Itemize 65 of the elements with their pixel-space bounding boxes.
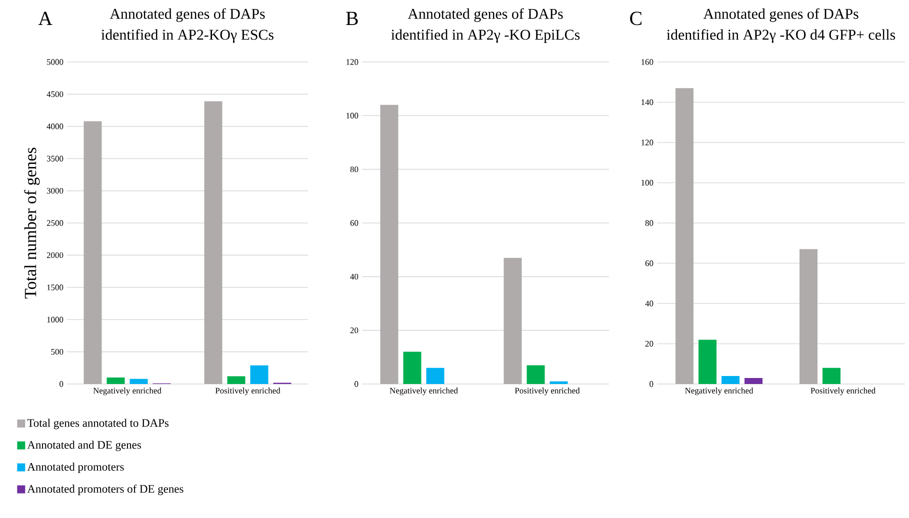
x-tick-label: Positively enriched — [215, 388, 280, 396]
bar — [227, 376, 246, 384]
bar — [698, 340, 717, 384]
x-tick-label: Negatively enriched — [685, 388, 754, 396]
y-tick-label: 0 — [354, 381, 358, 387]
y-tick-label: 80 — [645, 220, 654, 226]
y-tick-label: 0 — [650, 381, 654, 387]
y-axis-title: Total number of genes — [24, 148, 40, 299]
bar — [426, 368, 444, 384]
text: B — [346, 12, 358, 26]
bar — [676, 88, 694, 384]
y-tick-label: 0 — [60, 381, 64, 387]
legend-label: Total genes annotated to DAPs — [27, 418, 169, 430]
bar — [250, 365, 268, 384]
y-tick-label: 140 — [642, 99, 654, 106]
bar — [822, 368, 841, 384]
bar — [204, 101, 222, 384]
y-tick-label: 2500 — [46, 220, 64, 226]
y-tick-label: 2000 — [46, 252, 64, 258]
y-tick-label: 4500 — [46, 91, 64, 98]
chart-subtitle: identified in AP2-KOγ ESCs — [101, 29, 274, 43]
y-tick-label: 60 — [350, 220, 358, 226]
y-tick-label: 100 — [642, 180, 654, 186]
bar — [504, 258, 522, 384]
y-tick-label: 160 — [642, 59, 654, 65]
bar — [106, 378, 125, 384]
chart-subtitle: identified in AP2γ -KO EpiLCs — [391, 29, 580, 43]
y-tick-label: 3500 — [46, 156, 64, 162]
x-tick-label: Positively enriched — [810, 388, 876, 396]
y-tick-label: 60 — [645, 260, 654, 266]
x-tick-label: Negatively enriched — [93, 388, 162, 396]
y-tick-label: 5000 — [47, 59, 64, 65]
chart-title: Annotated genes of DAPs — [110, 8, 265, 22]
legend-label: Annotated promoters — [27, 462, 124, 474]
y-tick-label: 100 — [346, 112, 358, 119]
y-tick-label: 20 — [645, 340, 654, 347]
y-tick-label: 40 — [645, 300, 654, 306]
y-tick-label: 500 — [51, 348, 64, 355]
bar — [744, 378, 763, 384]
chart-subtitle: identified in AP2γ -KO d4 GFP+ cells — [666, 29, 896, 43]
text: C — [630, 12, 642, 26]
y-tick-label: 80 — [350, 166, 358, 172]
legend-label: Annotated promoters of DE genes — [27, 484, 184, 496]
y-tick-label: 20 — [350, 327, 358, 334]
y-tick-label: 120 — [346, 59, 358, 65]
bar — [84, 121, 102, 384]
bar — [550, 381, 568, 384]
bar — [526, 365, 545, 384]
bar — [722, 376, 740, 384]
y-tick-label: 120 — [642, 140, 654, 146]
bar — [130, 378, 148, 384]
text: A — [38, 12, 52, 25]
chart-title: Annotated genes of DAPs — [408, 8, 563, 22]
y-tick-label: 4000 — [46, 124, 64, 130]
legend-label: Annotated and DE genes — [27, 440, 141, 452]
x-tick-label: Negatively enriched — [390, 388, 458, 396]
y-tick-label: 3000 — [46, 188, 64, 194]
chart-title: Annotated genes of DAPs — [703, 8, 858, 22]
y-tick-label: 1500 — [47, 284, 64, 290]
x-tick-label: Positively enriched — [514, 388, 580, 396]
bar — [403, 352, 422, 384]
y-tick-label: 1000 — [47, 316, 64, 322]
y-tick-label: 40 — [350, 274, 358, 280]
bar — [800, 249, 818, 384]
bar — [380, 104, 398, 384]
